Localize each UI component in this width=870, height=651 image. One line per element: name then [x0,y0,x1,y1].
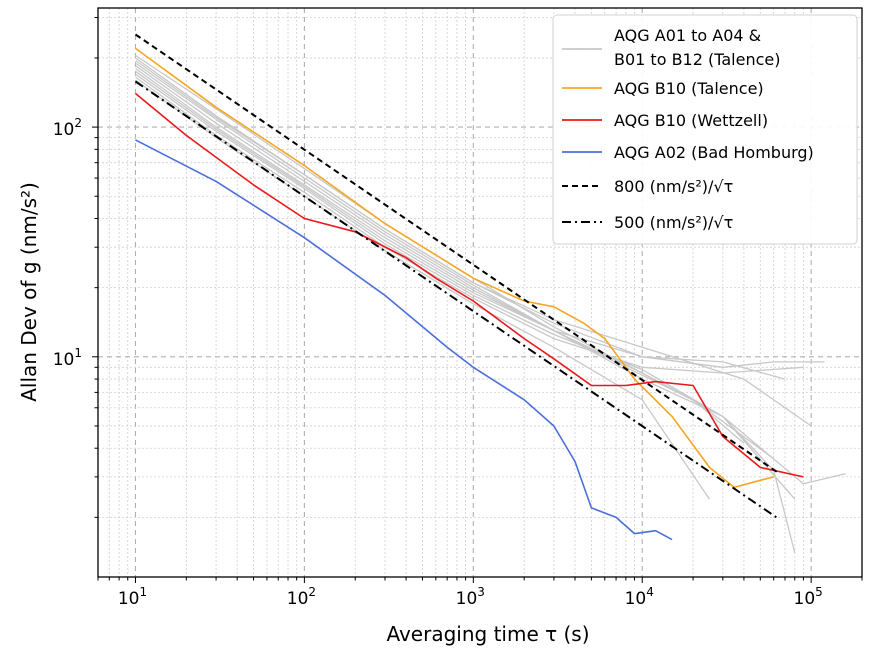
x-tick-label: 104 [625,585,654,609]
series-lines [134,33,846,554]
talence-unit-line [135,65,846,485]
talence-unit-line [135,76,804,374]
talence-unit-line [135,73,796,500]
legend-label: 500 (nm/s²)/√τ [614,213,733,232]
legend-box [552,14,858,245]
x-tick-base: 10 [625,589,647,609]
y-tick-base: 10 [53,120,75,140]
y-axis-label: Allan Dev of g (nm/s²) [17,182,41,402]
legend-label: 800 (nm/s²)/√τ [614,177,733,196]
x-tick-base: 10 [456,589,478,609]
x-tick-label: 103 [456,585,485,609]
legend-label: AQG B10 (Talence) [614,79,764,98]
x-tick-base: 10 [794,589,816,609]
x-tick-label: 101 [118,585,147,609]
x-tick-label: 102 [287,585,316,609]
legend-label: AQG A01 to A04 & [614,26,761,45]
series-line-500-nm-s [134,80,781,521]
y-tick-label: 102 [53,116,82,140]
x-tick-base: 10 [287,589,309,609]
talence-unit-line [135,70,825,368]
x-tick-exponent: 2 [308,585,316,599]
x-tick-exponent: 3 [477,585,485,599]
legend-label: AQG A02 (Bad Homburg) [614,143,814,162]
legend-label: B01 to B12 (Talence) [614,50,780,69]
legend: AQG A01 to A04 & B01 to B12 (Talence) AQG… [552,14,858,245]
series-line-aqg-b10-talence [135,47,774,489]
y-tick-exponent: 1 [74,346,82,360]
y-tick-base: 10 [53,350,75,370]
x-tick-exponent: 4 [646,585,654,599]
x-axis-label: Averaging time τ (s) [386,622,589,646]
series-line-aqg-a02-bad-homburg [135,139,673,541]
axes-frame [97,7,863,578]
legend-label: AQG B10 (Wettzell) [614,111,768,130]
y-tick-exponent: 2 [74,116,82,130]
talence-unit-line [135,67,796,554]
x-tick-exponent: 5 [815,585,823,599]
x-tick-label: 105 [794,585,823,609]
x-tick-exponent: 1 [139,585,147,599]
talence-unit-line [135,59,812,427]
y-tick-label: 101 [53,346,82,370]
series-line-aqg-b10-wettzell [134,92,804,478]
x-tick-base: 10 [118,589,140,609]
